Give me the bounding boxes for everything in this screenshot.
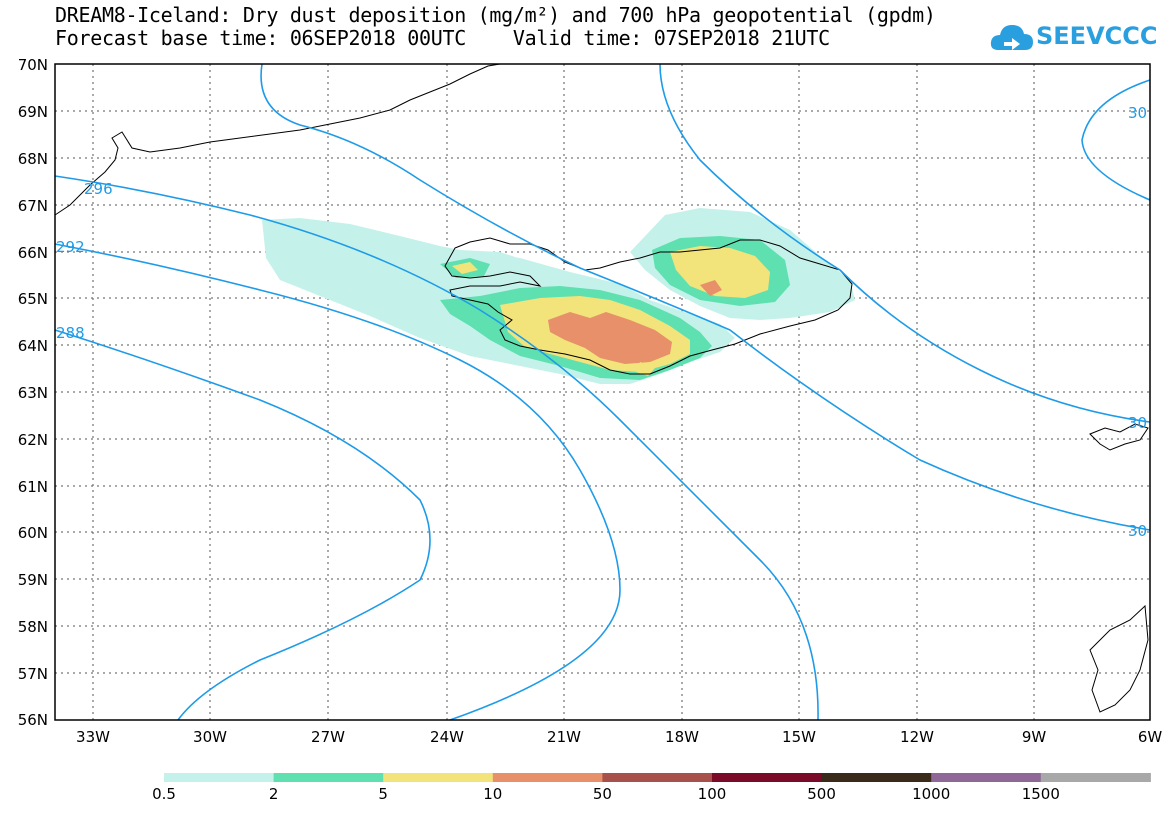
geopotential-contours	[54, 63, 1151, 721]
map-frame	[54, 63, 1151, 721]
contour-label-30-a: 30	[1128, 104, 1147, 122]
lon-label: 18W	[665, 728, 699, 746]
lat-label: 59N	[18, 571, 48, 589]
legend-swatch	[602, 773, 713, 782]
lon-label: 15W	[782, 728, 816, 746]
lat-label: 65N	[18, 290, 48, 308]
lat-label: 68N	[18, 150, 48, 168]
legend-swatch	[931, 773, 1042, 782]
lat-label: 67N	[18, 197, 48, 215]
lat-label: 58N	[18, 618, 48, 636]
seevccc-logo: SEEVCCC	[990, 18, 1158, 58]
lat-label: 69N	[18, 103, 48, 121]
legend-label: 2	[269, 785, 279, 803]
legend-swatch	[383, 773, 494, 782]
legend-label: 5	[378, 785, 388, 803]
lon-label: 6W	[1138, 728, 1163, 746]
cloud-icon	[990, 25, 1033, 50]
legend-label: 500	[807, 785, 836, 803]
lon-label: 24W	[430, 728, 464, 746]
lat-label: 62N	[18, 431, 48, 449]
forecast-time-line: Forecast base time: 06SEP2018 00UTC Vali…	[55, 26, 830, 50]
contour-label-296: 296	[84, 180, 113, 198]
legend-label: 1000	[912, 785, 950, 803]
lon-label: 21W	[547, 728, 581, 746]
coastlines	[54, 63, 1149, 713]
legend-label: 10	[483, 785, 502, 803]
contour-labels: 296 292 288 30 30 30	[56, 104, 1147, 540]
legend-label: 100	[698, 785, 727, 803]
lat-label: 56N	[18, 711, 48, 729]
map-gridlines	[55, 64, 1150, 720]
logo-text: SEEVCCC	[1036, 22, 1158, 50]
legend-swatch	[492, 773, 603, 782]
longitude-labels: 33W 30W 27W 24W 21W 18W 15W 12W 9W 6W	[76, 728, 1162, 746]
latitude-labels: 70N 69N 68N 67N 66N 65N 64N 63N 62N 61N …	[18, 56, 48, 729]
color-legend: 0.5 2 5 10 50 100 500 1000 1500	[152, 773, 1151, 803]
lon-label: 9W	[1022, 728, 1047, 746]
contour-label-292: 292	[56, 238, 85, 256]
legend-label: 0.5	[152, 785, 176, 803]
legend-swatch	[821, 773, 932, 782]
lat-label: 63N	[18, 384, 48, 402]
lon-label: 27W	[311, 728, 345, 746]
lat-label: 61N	[18, 478, 48, 496]
contour-label-288: 288	[56, 324, 85, 342]
lat-label: 60N	[18, 524, 48, 542]
legend-swatch	[273, 773, 384, 782]
legend-label: 1500	[1022, 785, 1060, 803]
legend-swatch	[712, 773, 823, 782]
lat-label: 70N	[18, 56, 48, 74]
contour-label-30-b: 30	[1128, 414, 1147, 432]
map-title: DREAM8-Iceland: Dry dust deposition (mg/…	[55, 3, 936, 27]
legend-swatch	[1040, 773, 1151, 782]
legend-label: 50	[593, 785, 612, 803]
legend-swatch	[164, 773, 275, 782]
lat-label: 64N	[18, 337, 48, 355]
lon-label: 30W	[193, 728, 227, 746]
lon-label: 12W	[900, 728, 934, 746]
contour-label-30-c: 30	[1128, 522, 1147, 540]
lat-label: 57N	[18, 665, 48, 683]
lon-label: 33W	[76, 728, 110, 746]
lat-label: 66N	[18, 244, 48, 262]
